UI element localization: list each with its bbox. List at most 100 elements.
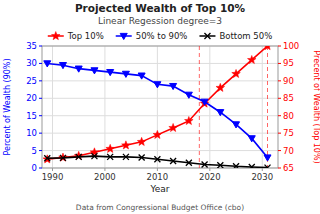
- tick-label-y2: 100: [283, 41, 299, 51]
- tick-label-x: 2030: [251, 172, 273, 182]
- series: [44, 61, 271, 161]
- point-marker: [107, 70, 114, 76]
- point-marker: [154, 82, 161, 88]
- chart: Projected Wealth of Top 10% Linear Regess…: [0, 0, 320, 214]
- point-marker: [122, 71, 129, 77]
- point-marker: [264, 155, 271, 161]
- grid-line-x: [157, 46, 158, 168]
- tick-label-x: 2020: [199, 172, 221, 182]
- point-marker: [137, 137, 146, 145]
- tick-label-y: 20: [26, 93, 37, 103]
- point-marker: [263, 46, 272, 50]
- plot-frame: [42, 46, 278, 168]
- tick-y2: [278, 80, 281, 81]
- point-marker: [44, 61, 51, 67]
- point-marker: [248, 55, 257, 63]
- axes: 1990200020102020203005101520253035657075…: [26, 41, 299, 182]
- legend-symbol: [120, 33, 127, 39]
- tick-x: [104, 168, 105, 171]
- vline: [267, 46, 268, 168]
- point-marker: [265, 165, 271, 168]
- tick-y2: [278, 63, 281, 64]
- tick-label-y2: 75: [283, 128, 294, 138]
- point-marker: [232, 69, 241, 77]
- point-marker: [154, 156, 160, 162]
- tick-y2: [278, 46, 281, 47]
- series: [43, 46, 272, 163]
- point-marker: [107, 154, 113, 160]
- grid-line-y: [42, 63, 278, 64]
- point-marker: [185, 116, 194, 124]
- subtitle: Linear Regession degree=3: [98, 16, 222, 26]
- legend-label: Bottom 50%: [219, 31, 272, 41]
- point-marker: [91, 153, 97, 159]
- grid-line-y: [42, 150, 278, 151]
- tick-label-x: 2000: [94, 172, 116, 182]
- point-marker: [44, 155, 50, 161]
- grid-line-y: [42, 80, 278, 81]
- tick-label-y2: 95: [283, 58, 294, 68]
- point-marker: [248, 136, 255, 142]
- footnote: Data from Congressional Budget Office (c…: [76, 203, 244, 212]
- point-marker: [153, 130, 162, 138]
- point-marker: [217, 110, 224, 116]
- tick-label-y: 5: [32, 146, 37, 156]
- point-marker: [185, 92, 192, 98]
- grid: [42, 46, 278, 168]
- series: [44, 153, 270, 168]
- tick-x: [52, 168, 53, 171]
- title: Projected Wealth of Top 10%: [75, 2, 246, 14]
- point-marker: [138, 73, 145, 79]
- point-marker: [139, 155, 145, 161]
- tick-y: [39, 98, 42, 99]
- series-line: [47, 46, 267, 159]
- legend-symbol: [51, 32, 60, 40]
- tick-x: [209, 168, 210, 171]
- tick-y2: [278, 98, 281, 99]
- series-line: [47, 63, 267, 157]
- x-axis-label: Year: [149, 184, 169, 194]
- grid-line-y: [42, 115, 278, 116]
- point-marker: [59, 63, 66, 69]
- y-axis-label: Percent of Wealth (90%): [3, 58, 12, 155]
- point-marker: [76, 154, 82, 160]
- point-marker: [201, 99, 208, 105]
- point-marker: [216, 83, 225, 91]
- tick-label-y2: 90: [283, 76, 294, 86]
- point-marker: [90, 148, 99, 156]
- tick-y: [39, 168, 42, 169]
- tick-y2: [278, 168, 281, 169]
- tick-label-y2: 80: [283, 111, 294, 121]
- point-marker: [186, 160, 192, 166]
- point-marker: [75, 66, 82, 72]
- tick-label-y: 25: [26, 76, 37, 86]
- tick-label-y2: 70: [283, 146, 294, 156]
- tick-x: [262, 168, 263, 171]
- legend-symbol: [204, 33, 210, 39]
- tick-x: [157, 168, 158, 171]
- point-marker: [233, 122, 240, 128]
- tick-y: [39, 150, 42, 151]
- tick-label-y: 0: [32, 163, 37, 173]
- point-marker: [91, 68, 98, 74]
- tick-label-y: 30: [26, 58, 37, 68]
- tick-label-y: 35: [26, 41, 37, 51]
- point-marker: [202, 162, 208, 168]
- grid-line-x: [209, 46, 210, 168]
- tick-label-y: 15: [26, 111, 37, 121]
- vline: [199, 46, 200, 168]
- point-marker: [249, 164, 255, 168]
- tick-label-y2: 85: [283, 93, 294, 103]
- point-marker: [217, 162, 223, 168]
- tick-y2: [278, 115, 281, 116]
- point-marker: [170, 158, 176, 164]
- point-marker: [74, 151, 83, 159]
- plot-data: [43, 46, 272, 168]
- legend-label: 50% to 90%: [136, 31, 188, 41]
- tick-label-x: 2010: [147, 172, 169, 182]
- tick-label-x: 1990: [42, 172, 64, 182]
- tick-y2: [278, 150, 281, 151]
- point-marker: [170, 83, 177, 89]
- tick-y2: [278, 133, 281, 134]
- legend: Top 10%50% to 90%Bottom 50%: [48, 31, 272, 41]
